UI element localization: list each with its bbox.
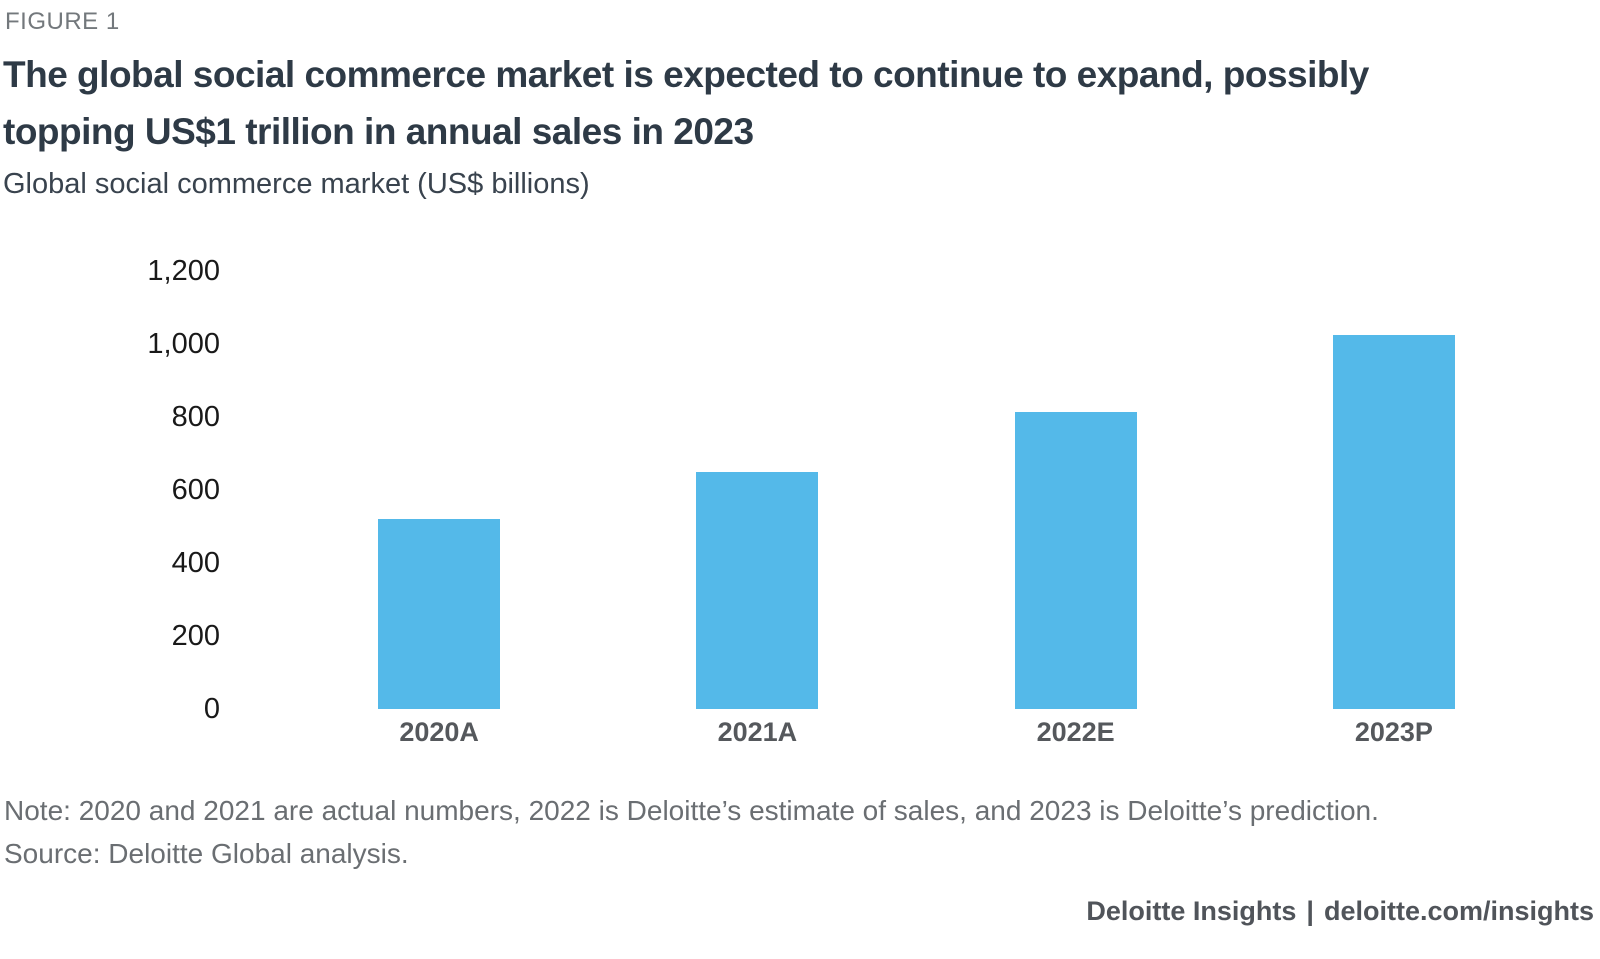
y-tick-label: 800 xyxy=(171,400,220,433)
chart-title-line1: The global social commerce market is exp… xyxy=(3,54,1369,95)
y-tick-label: 1,000 xyxy=(147,327,220,360)
chart-title-line2: topping US$1 trillion in annual sales in… xyxy=(3,111,754,152)
footer-url: deloitte.com/insights xyxy=(1323,896,1594,926)
figure-number-label: FIGURE 1 xyxy=(5,8,120,35)
bar-2022E xyxy=(1014,411,1137,709)
x-axis-label-2020A: 2020A xyxy=(399,717,479,747)
chart-source: Source: Deloitte Global analysis. xyxy=(4,838,409,869)
chart-title: The global social commerce market is exp… xyxy=(3,46,1563,160)
bar-2020A xyxy=(378,519,501,709)
y-tick-label: 200 xyxy=(171,619,220,652)
bar-2023P xyxy=(1332,334,1455,709)
y-tick-label: 600 xyxy=(171,473,220,506)
chart-note: Note: 2020 and 2021 are actual numbers, … xyxy=(4,795,1379,826)
bar-chart: 0 200 400 600 800 1,000 1,200 2020A 2021A 2022E 20… xyxy=(0,250,1600,770)
bar-2021A xyxy=(696,471,819,709)
y-tick-label: 0 xyxy=(203,692,220,725)
y-tick-label: 1,200 xyxy=(147,254,220,287)
x-axis-label-2023P: 2023P xyxy=(1354,717,1433,747)
x-axis-label-2021A: 2021A xyxy=(717,717,798,747)
footer-brand: Deloitte Insights xyxy=(1086,896,1297,926)
footer-separator: | xyxy=(1306,896,1314,926)
y-tick-label: 400 xyxy=(171,546,220,579)
footer-attribution: Deloitte Insights | deloitte.com/insights xyxy=(1086,896,1594,927)
x-axis-label-2022E: 2022E xyxy=(1036,717,1115,747)
chart-subtitle: Global social commerce market (US$ billi… xyxy=(3,168,590,200)
